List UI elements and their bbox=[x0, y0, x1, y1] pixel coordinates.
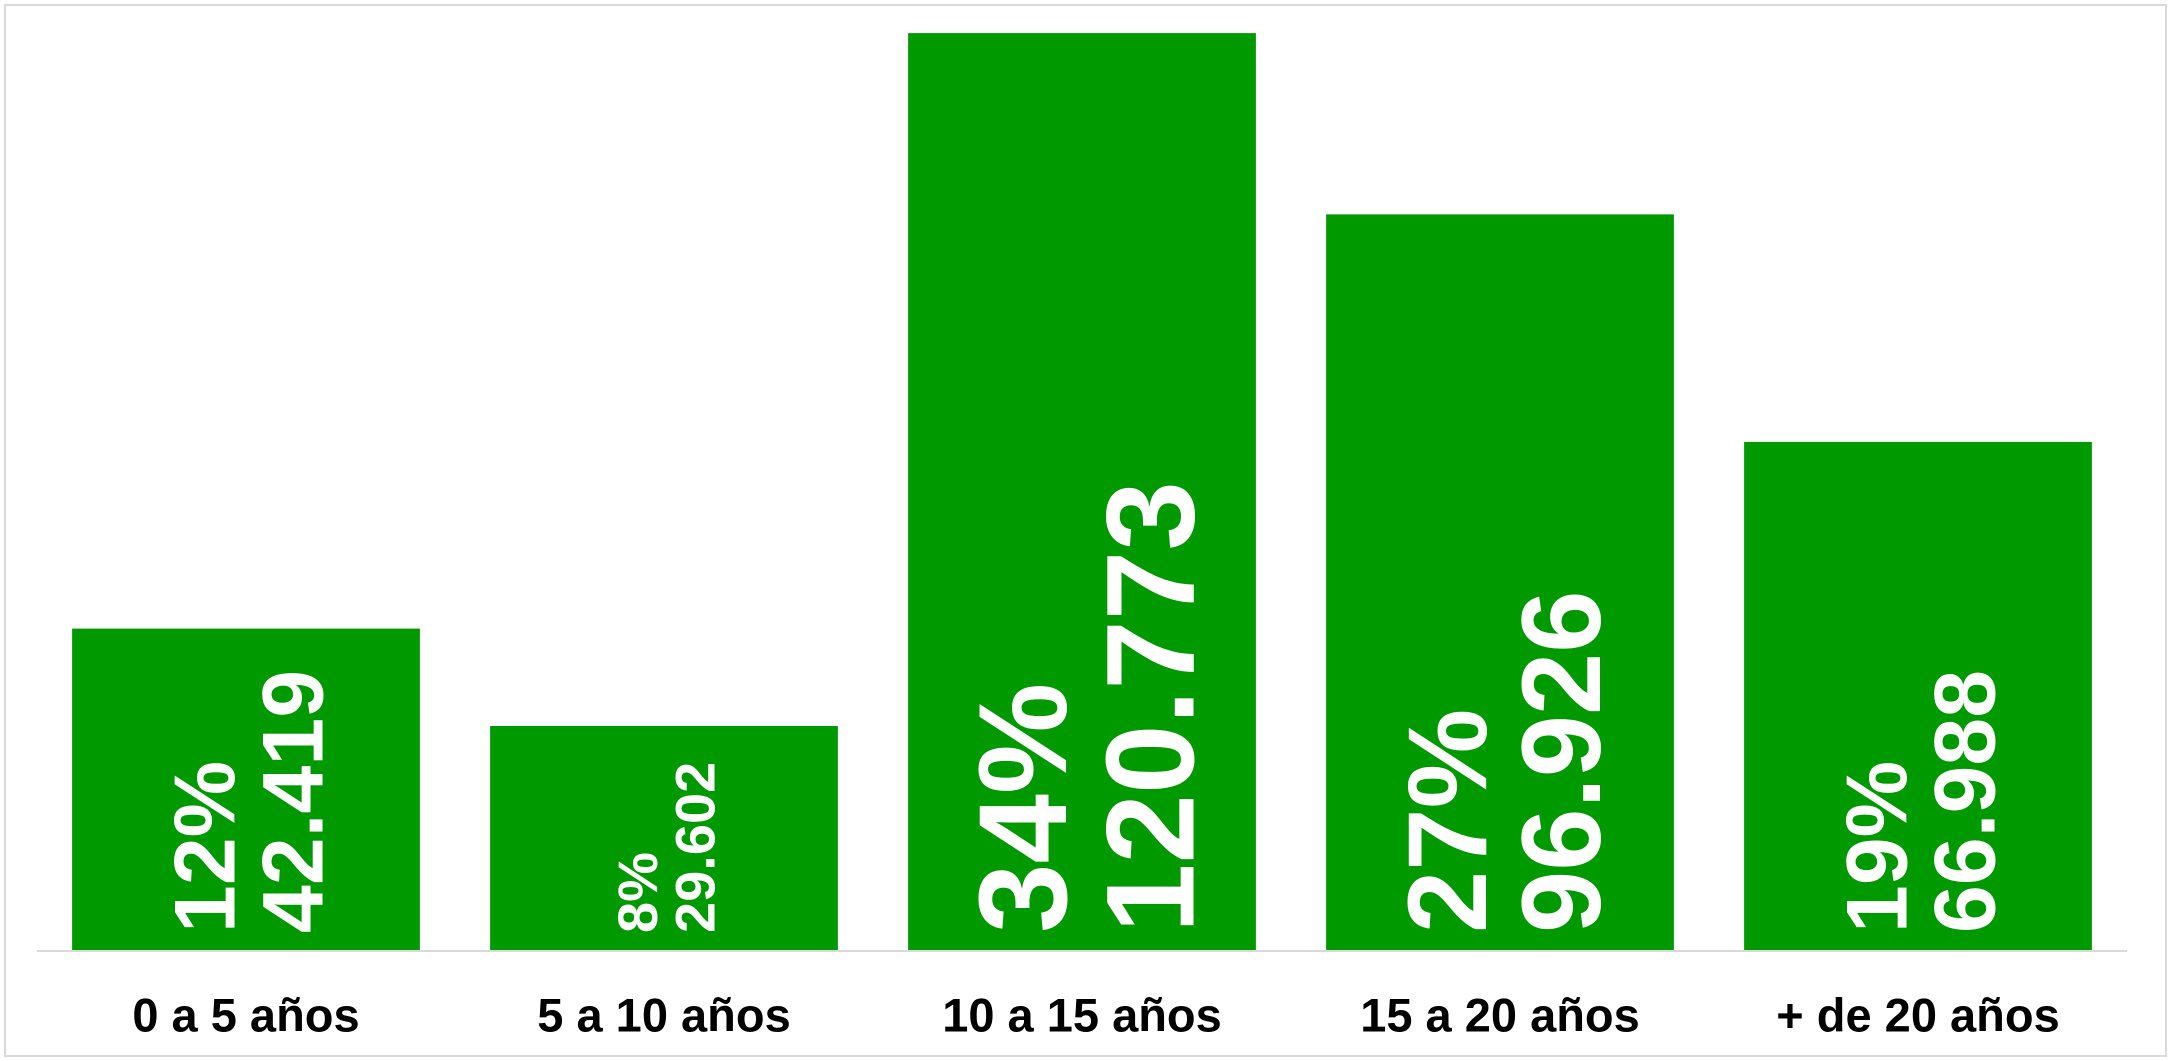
bar bbox=[72, 628, 420, 951]
share-label: 19% bbox=[1830, 761, 1926, 933]
bar bbox=[1744, 441, 2092, 951]
value-label: 66.988 bbox=[1917, 670, 2013, 933]
value-label: 96.926 bbox=[1499, 590, 1624, 933]
x-tick-label: + de 20 años bbox=[1776, 989, 2059, 1042]
x-tick-label: 0 a 5 años bbox=[132, 989, 359, 1042]
value-label: 29.602 bbox=[663, 762, 726, 933]
value-label: 120.773 bbox=[1081, 481, 1220, 933]
share-label: 8% bbox=[606, 852, 669, 933]
bar bbox=[908, 33, 1256, 952]
value-label: 42.419 bbox=[245, 670, 341, 933]
x-tick-label: 15 a 20 años bbox=[1360, 989, 1640, 1042]
bar bbox=[1326, 214, 1674, 951]
share-label: 27% bbox=[1385, 709, 1510, 933]
x-tick-label: 5 a 10 años bbox=[537, 989, 790, 1042]
share-label: 34% bbox=[954, 683, 1093, 933]
share-label: 12% bbox=[158, 761, 254, 933]
x-tick-label: 10 a 15 años bbox=[942, 989, 1222, 1042]
bar bbox=[490, 726, 838, 951]
